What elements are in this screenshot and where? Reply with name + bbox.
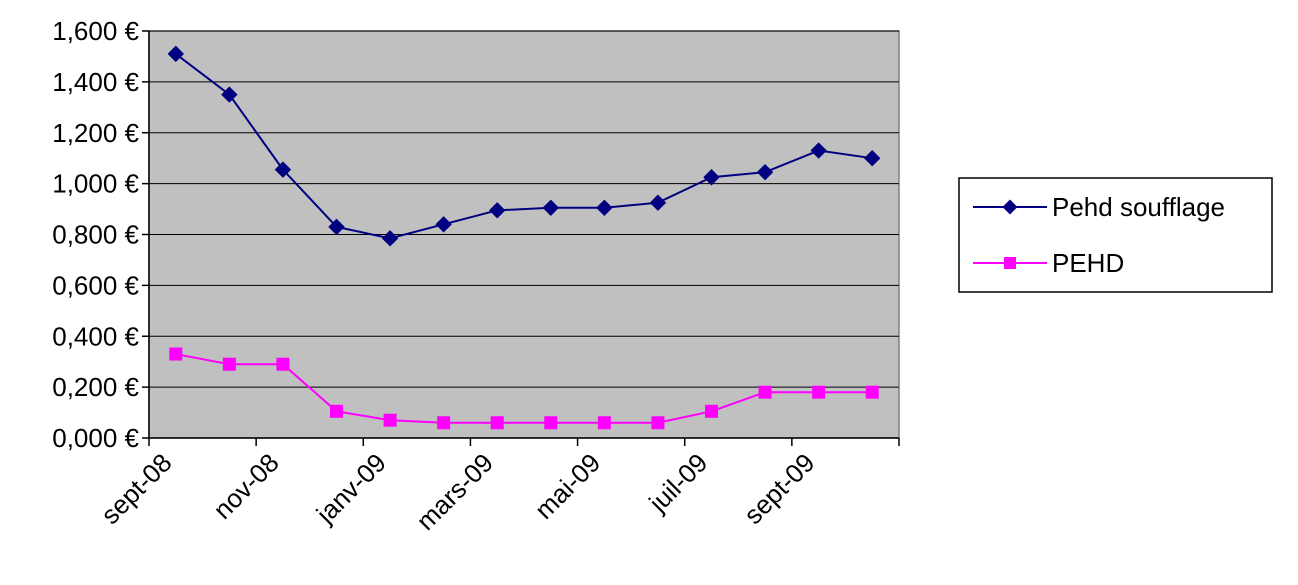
data-point <box>330 404 343 418</box>
legend-marker-pehd <box>1004 257 1016 269</box>
data-point <box>544 416 558 430</box>
y-tick-label: 0,200 € <box>52 372 139 402</box>
x-tick-label: sept-09 <box>738 447 821 530</box>
y-tick-label: 0,400 € <box>52 321 139 351</box>
x-tick-label: janv-09 <box>310 447 392 529</box>
data-point <box>864 149 881 167</box>
data-point <box>328 218 345 236</box>
gridlines <box>149 30 899 388</box>
legend-marker-pehd-soufflage <box>1002 199 1018 215</box>
x-tick-label: sept-08 <box>95 447 178 530</box>
data-point <box>489 202 506 219</box>
data-point <box>705 404 718 418</box>
data-point <box>490 416 504 430</box>
y-tick-label: 1,000 € <box>52 169 139 199</box>
y-tick-label: 1,400 € <box>52 67 139 97</box>
data-point <box>274 161 292 178</box>
data-point <box>649 194 667 211</box>
data-point <box>381 230 399 247</box>
y-tick-label: 1,200 € <box>52 118 139 148</box>
x-axis-ticks: sept-08 nov-08 janv-09 mars-09 mai-09 juil-09… <box>95 438 900 536</box>
legend-box <box>958 177 1273 293</box>
data-point <box>756 163 774 181</box>
data-point <box>169 347 183 361</box>
data-point <box>276 357 290 371</box>
y-tick-label: 0,000 € <box>52 423 139 453</box>
data-point <box>383 413 397 427</box>
data-point <box>651 416 665 430</box>
y-axis-ticks: 0,000 € 0,200 € 0,400 € 0,600 € 0,800 € 1,000… <box>52 16 149 453</box>
data-point <box>812 385 826 399</box>
data-point <box>437 416 451 430</box>
legend: Pehd soufflage PEHD <box>958 177 1273 293</box>
x-tick-label: nov-08 <box>207 447 284 524</box>
y-tick-label: 1,600 € <box>52 16 139 46</box>
y-tick-label: 0,800 € <box>52 220 139 250</box>
data-point <box>758 385 772 399</box>
series-0 <box>167 45 881 247</box>
series-1 <box>169 347 879 430</box>
data-point <box>865 385 879 399</box>
series-line <box>175 53 873 240</box>
legend-label-pehd-soufflage: Pehd soufflage <box>1052 192 1225 222</box>
data-point <box>597 416 611 430</box>
legend-label-pehd: PEHD <box>1052 248 1124 278</box>
data-point <box>221 86 238 103</box>
data-point <box>703 169 720 186</box>
data-point <box>167 45 184 63</box>
x-tick-label: mars-09 <box>410 447 499 536</box>
data-point <box>596 199 613 216</box>
data-point <box>810 142 827 159</box>
data-point <box>222 357 236 371</box>
data-point <box>542 199 559 216</box>
series-line <box>175 353 873 424</box>
series-layer <box>167 45 881 430</box>
x-tick-label: juil-09 <box>642 447 713 518</box>
data-point <box>435 216 452 233</box>
x-tick-label: mai-09 <box>529 447 606 524</box>
y-tick-label: 0,600 € <box>52 270 139 300</box>
